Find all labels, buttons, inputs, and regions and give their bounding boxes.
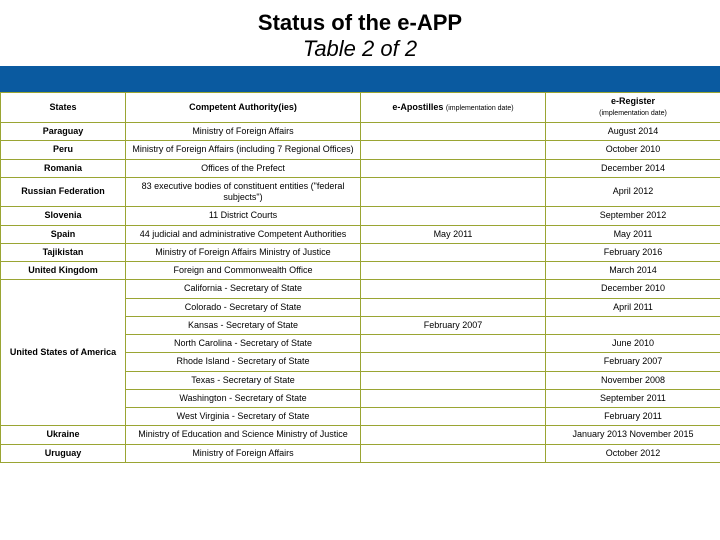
cell: Washington - Secretary of State — [126, 389, 361, 407]
title-block: Status of the e-APP Table 2 of 2 — [0, 0, 720, 66]
table-row: UkraineMinistry of Education and Science… — [1, 426, 720, 444]
cell: North Carolina - Secretary of State — [126, 335, 361, 353]
col-header-eregister: e-Register (implementation date) — [546, 93, 720, 123]
cell — [361, 444, 546, 462]
cell: 11 District Courts — [126, 207, 361, 225]
cell: October 2012 — [546, 444, 720, 462]
cell: March 2014 — [546, 262, 720, 280]
cell: December 2010 — [546, 280, 720, 298]
col-header-states: States — [1, 93, 126, 123]
cell — [361, 159, 546, 177]
state-cell: Uruguay — [1, 444, 126, 462]
cell — [361, 408, 546, 426]
cell: Foreign and Commonwealth Office — [126, 262, 361, 280]
cell: April 2012 — [546, 177, 720, 207]
eregister-main: e-Register — [611, 96, 655, 106]
cell: Kansas - Secretary of State — [126, 316, 361, 334]
state-cell: Russian Federation — [1, 177, 126, 207]
cell: California - Secretary of State — [126, 280, 361, 298]
header-row: States Competent Authority(ies) e-Aposti… — [1, 93, 720, 123]
col-header-authority: Competent Authority(ies) — [126, 93, 361, 123]
state-cell: Slovenia — [1, 207, 126, 225]
table-row: UruguayMinistry of Foreign Affairs Octobe… — [1, 444, 720, 462]
cell — [361, 353, 546, 371]
cell: September 2012 — [546, 207, 720, 225]
title-line1: Status of the e-APP — [0, 10, 720, 36]
table-row: PeruMinistry of Foreign Affairs (includi… — [1, 141, 720, 159]
cell — [361, 207, 546, 225]
cell: December 2014 — [546, 159, 720, 177]
cell — [361, 426, 546, 444]
status-table: States Competent Authority(ies) e-Aposti… — [0, 92, 720, 463]
cell — [361, 243, 546, 261]
cell — [361, 262, 546, 280]
state-cell: Ukraine — [1, 426, 126, 444]
table-body: ParaguayMinistry of Foreign AffairsAugus… — [1, 123, 720, 463]
cell: Colorado - Secretary of State — [126, 298, 361, 316]
cell: May 2011 — [361, 225, 546, 243]
cell: 83 executive bodies of constituent entit… — [126, 177, 361, 207]
cell: April 2011 — [546, 298, 720, 316]
cell: August 2014 — [546, 123, 720, 141]
cell: Ministry of Foreign Affairs Ministry of … — [126, 243, 361, 261]
state-cell: United Kingdom — [1, 262, 126, 280]
cell: February 2011 — [546, 408, 720, 426]
cell — [361, 371, 546, 389]
cell: Rhode Island - Secretary of State — [126, 353, 361, 371]
table-row: Russian Federation83 executive bodies of… — [1, 177, 720, 207]
cell: September 2011 — [546, 389, 720, 407]
cell: May 2011 — [546, 225, 720, 243]
cell: Offices of the Prefect — [126, 159, 361, 177]
table-row: Spain44 judicial and administrative Comp… — [1, 225, 720, 243]
cell: West Virginia - Secretary of State — [126, 408, 361, 426]
cell: Ministry of Foreign Affairs — [126, 444, 361, 462]
cell: Ministry of Education and Science Minist… — [126, 426, 361, 444]
cell — [361, 177, 546, 207]
col-header-apostilles: e-Apostilles (implementation date) — [361, 93, 546, 123]
state-cell: Romania — [1, 159, 126, 177]
state-cell: Tajikistan — [1, 243, 126, 261]
cell: February 2007 — [361, 316, 546, 334]
cell: February 2016 — [546, 243, 720, 261]
table-row: ParaguayMinistry of Foreign Affairs Augus… — [1, 123, 720, 141]
cell — [361, 298, 546, 316]
cell: February 2007 — [546, 353, 720, 371]
cell: November 2008 — [546, 371, 720, 389]
cell — [361, 141, 546, 159]
eregister-sub: (implementation date) — [599, 110, 667, 117]
table-row: Slovenia11 District Courts September 2012 — [1, 207, 720, 225]
cell — [546, 316, 720, 334]
header-bar — [0, 66, 720, 92]
cell: October 2010 — [546, 141, 720, 159]
state-cell: Peru — [1, 141, 126, 159]
table-row: RomaniaOffices of the Prefect December 20… — [1, 159, 720, 177]
cell: June 2010 — [546, 335, 720, 353]
table-row: United KingdomForeign and Commonwealth O… — [1, 262, 720, 280]
table-row: TajikistanMinistry of Foreign Affairs Mi… — [1, 243, 720, 261]
apostilles-main: e-Apostilles — [392, 102, 443, 112]
title-line2: Table 2 of 2 — [0, 36, 720, 62]
cell — [361, 335, 546, 353]
cell: January 2013 November 2015 — [546, 426, 720, 444]
cell: 44 judicial and administrative Competent… — [126, 225, 361, 243]
state-cell: Paraguay — [1, 123, 126, 141]
table-row: United States of AmericaCalifornia - Sec… — [1, 280, 720, 298]
cell: Texas - Secretary of State — [126, 371, 361, 389]
cell: Ministry of Foreign Affairs — [126, 123, 361, 141]
state-cell: Spain — [1, 225, 126, 243]
state-cell-usa: United States of America — [1, 280, 126, 426]
apostilles-sub: (implementation date) — [446, 105, 514, 112]
cell — [361, 389, 546, 407]
cell — [361, 280, 546, 298]
cell — [361, 123, 546, 141]
cell: Ministry of Foreign Affairs (including 7… — [126, 141, 361, 159]
